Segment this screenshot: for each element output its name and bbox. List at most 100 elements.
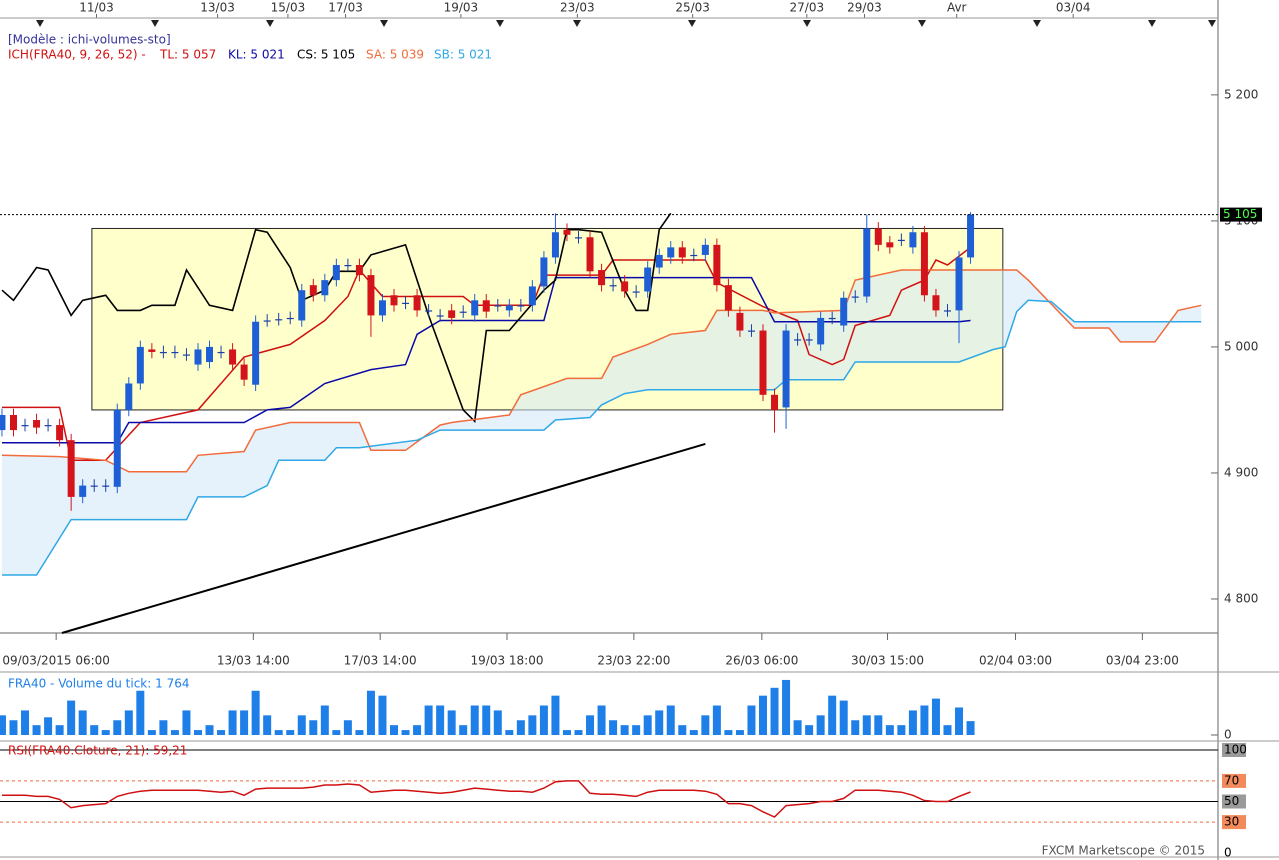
volume-bar: [217, 730, 226, 735]
x-tick-label: 30/03 15:00: [851, 654, 924, 668]
volume-bar: [0, 715, 6, 735]
volume-bar: [251, 690, 260, 735]
candle-body: [90, 485, 98, 487]
candle-body: [378, 300, 386, 316]
volume-bar: [205, 725, 214, 735]
x2-tick-label: 19/03: [444, 1, 479, 15]
candle-body: [0, 414, 6, 431]
volume-bar: [170, 730, 179, 735]
volume-bar: [793, 720, 802, 735]
volume-bar: [90, 725, 99, 735]
candle-body: [182, 354, 190, 356]
volume-bar: [413, 725, 422, 735]
rsi-line: [2, 780, 971, 818]
y-tick-label: 30: [1224, 815, 1239, 829]
volume-bar: [516, 720, 525, 735]
volume-bar: [390, 725, 399, 735]
candle-body: [632, 291, 640, 293]
volume-bar: [551, 695, 560, 735]
candle-body: [125, 383, 133, 410]
x2-tick-label: 29/03: [847, 1, 882, 15]
volume-bar: [182, 710, 191, 735]
candle-body: [920, 232, 928, 296]
volume-bar: [955, 707, 964, 735]
volume-bar: [32, 725, 41, 735]
volume-bar: [228, 710, 237, 735]
y-tick-label: 4 800: [1224, 591, 1258, 605]
volume-bar: [735, 730, 744, 735]
candle-body: [286, 317, 294, 320]
y-tick-label: 4 900: [1224, 465, 1258, 479]
candle-body: [471, 300, 479, 316]
candle-body: [217, 351, 225, 354]
volume-bar: [447, 710, 456, 735]
volume-bar: [839, 700, 848, 735]
volume-bar: [828, 695, 837, 735]
volume-bar: [678, 725, 687, 735]
candle-body: [840, 297, 848, 326]
candle-body: [690, 254, 698, 257]
candle-body: [828, 317, 836, 320]
candle-body: [298, 290, 306, 321]
volume-bar: [147, 730, 156, 735]
volume-bar: [55, 725, 64, 735]
volume-bar: [528, 715, 537, 735]
scroll-marker: [918, 20, 926, 27]
y-tick-label: 50: [1224, 794, 1239, 808]
candle-body: [21, 425, 29, 427]
candle-body: [321, 280, 329, 296]
scroll-marker: [380, 20, 388, 27]
candle-body: [897, 239, 905, 242]
volume-bar: [159, 720, 168, 735]
y-tick-box: [1222, 743, 1246, 757]
legend-entry: CS: 5 105: [297, 48, 355, 62]
x2-tick-label: 13/03: [200, 1, 235, 15]
candle-body: [805, 339, 813, 341]
legend-entry: SA: 5 039: [366, 48, 424, 62]
volume-bar: [943, 725, 952, 735]
y-tick-label: 5 000: [1224, 339, 1258, 353]
x-tick-label: 02/04 03:00: [979, 654, 1052, 668]
volume-bar: [482, 705, 491, 735]
ichimoku-cloud: [1, 270, 1202, 576]
volume-bar: [436, 705, 445, 735]
legend-entry: KL: 5 021: [228, 48, 285, 62]
candle-body: [309, 285, 317, 296]
volume-bar: [539, 705, 548, 735]
candle-body: [609, 285, 617, 287]
volume-bar: [124, 710, 133, 735]
indicator-line: [1, 212, 672, 424]
volume-bar: [21, 710, 30, 735]
volume-bar: [747, 705, 756, 735]
volume-bar: [632, 725, 641, 735]
y-tick-label: 0: [1224, 846, 1232, 860]
volume-bar: [862, 715, 871, 735]
scroll-marker: [573, 20, 581, 27]
volume-bar: [666, 705, 675, 735]
trend-line: [61, 443, 706, 634]
candle-body: [113, 409, 121, 487]
candle-body: [355, 265, 363, 276]
volume-bar: [366, 690, 375, 735]
candle-body: [517, 305, 525, 307]
volume-bar: [309, 720, 318, 735]
candle-body: [102, 485, 110, 487]
y-tick-label: 70: [1224, 773, 1239, 787]
candle-body: [943, 310, 951, 312]
candle-body: [540, 257, 548, 287]
candle-body: [56, 425, 64, 441]
volume-bar: [320, 705, 329, 735]
scroll-marker: [266, 20, 274, 27]
candle-body: [667, 247, 675, 258]
volume-bar: [67, 700, 76, 735]
x-tick-label: 26/03 06:00: [725, 654, 798, 668]
volume-bar: [574, 730, 583, 735]
volume-bar: [470, 705, 479, 735]
scroll-marker: [688, 20, 696, 27]
candle-body: [67, 440, 75, 497]
candle-body: [390, 295, 398, 306]
candle-body: [229, 349, 237, 365]
candle-body: [909, 232, 917, 248]
volume-bar: [816, 715, 825, 735]
